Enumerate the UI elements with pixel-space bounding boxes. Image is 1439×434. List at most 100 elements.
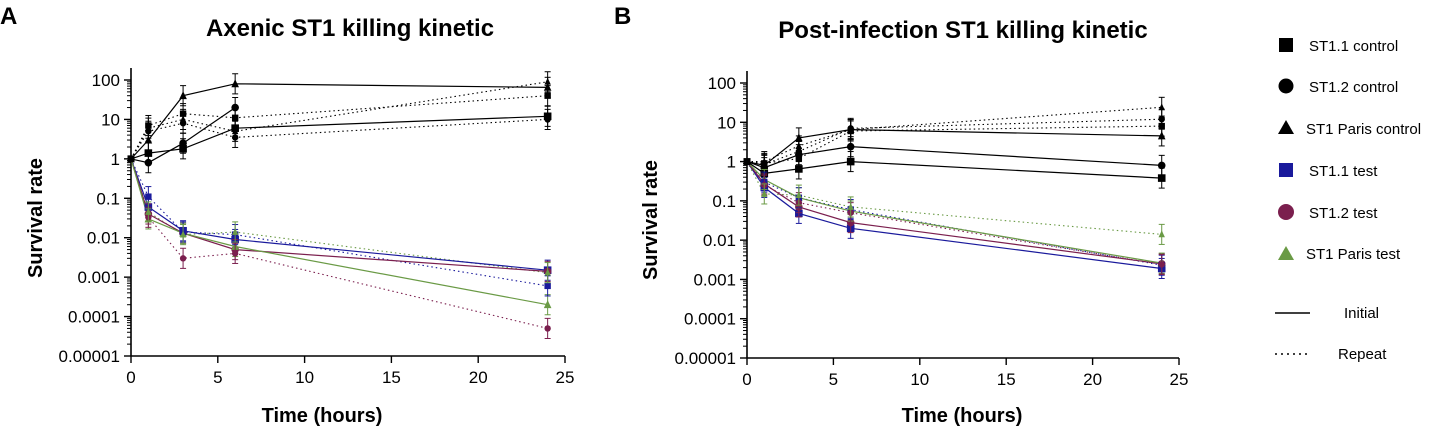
y-tick-label-b: 0.001 — [693, 270, 736, 289]
x-tick-label-b: 25 — [1170, 370, 1189, 389]
legend: ST1.1 control ST1.2 control ST1 Paris co… — [1275, 38, 1421, 363]
legend-item-st1-2-control: ST1.2 control — [1278, 78, 1398, 96]
x-tick-label-a: 20 — [469, 368, 488, 387]
y-tick-label-a: 0.0001 — [68, 308, 120, 327]
x-tick-label-b: 20 — [1083, 370, 1102, 389]
chart-title-a: Axenic ST1 killing kinetic — [206, 15, 494, 42]
x-tick-label-a: 10 — [295, 368, 314, 387]
y-tick-label-a: 100 — [92, 71, 120, 90]
series-line-st1-paris-test-initial-b — [746, 161, 1162, 264]
series-line-st1-2-control-repeat-b — [746, 118, 1162, 165]
data-point-st1-paris-control-initial-a — [231, 79, 239, 88]
legend-item-st1-paris-control: ST1 Paris control — [1278, 120, 1421, 138]
data-point-st1-2-test-repeat-a — [179, 255, 187, 262]
y-tick-label-a: 0.001 — [77, 268, 120, 287]
panel-letter-a: A — [0, 3, 17, 30]
y-axis-label-b: Survival rate — [640, 160, 662, 280]
legend-triangle-marker — [1278, 246, 1294, 260]
x-axis-label-a: Time (hours) — [262, 405, 383, 427]
series-line-st1-1-test-repeat-b — [746, 161, 1162, 266]
series-line-st1-1-test-initial-a — [130, 158, 548, 271]
data-point-st1-paris-test-repeat-b — [847, 202, 854, 210]
y-tick-label-b: 0.00001 — [675, 349, 736, 368]
x-tick-label-a: 0 — [126, 368, 135, 387]
data-point-st1-1-control-repeat-a — [544, 92, 551, 99]
data-point-st1-paris-control-initial-a — [179, 91, 187, 100]
legend-label: ST1.2 control — [1309, 79, 1398, 96]
data-point-st1-paris-control-repeat-b — [1158, 103, 1165, 111]
x-axis-label-b: Time (hours) — [902, 405, 1023, 427]
series-line-st1-2-control-initial-a — [130, 107, 236, 164]
legend-label: ST1 Paris control — [1306, 121, 1421, 138]
y-tick-label-a: 0.00001 — [59, 347, 120, 366]
series-line-st1-2-test-initial-b — [746, 161, 1162, 265]
y-tick-label-b: 0.01 — [703, 231, 736, 250]
data-point-st1-paris-control-repeat-a — [145, 124, 152, 132]
data-point-st1-paris-test-repeat-a — [544, 268, 551, 276]
legend-label: Repeat — [1338, 346, 1387, 363]
legend-label: Initial — [1344, 305, 1379, 322]
y-tick-label-b: 100 — [708, 74, 736, 93]
y-tick-label-b: 0.1 — [712, 192, 736, 211]
series-line-st1-paris-test-repeat-a — [130, 158, 548, 274]
y-axis-label-a: Survival rate — [25, 158, 47, 278]
series-line-st1-paris-control-repeat-a — [130, 81, 548, 160]
legend-item-st1-1-test: ST1.1 test — [1279, 163, 1378, 180]
x-tick-label-a: 5 — [213, 368, 222, 387]
data-point-st1-2-control-initial-b — [846, 142, 855, 151]
x-tick-label-b: 10 — [910, 370, 929, 389]
legend-square-marker — [1279, 38, 1293, 52]
data-point-st1-paris-test-repeat-b — [795, 191, 803, 198]
legend-square-marker — [1279, 163, 1293, 177]
data-point-st1-paris-test-repeat-a — [145, 207, 152, 215]
series-line-st1-1-control-initial-a — [130, 115, 548, 160]
data-point-st1-paris-control-repeat-b — [761, 157, 768, 165]
legend-item-st1-paris-test: ST1 Paris test — [1278, 246, 1401, 263]
data-point-st1-2-control-repeat-a — [544, 116, 551, 123]
y-tick-label-a: 1 — [111, 150, 120, 169]
legend-circle-marker — [1278, 204, 1294, 220]
data-point-st1-paris-test-initial-a — [543, 300, 552, 309]
data-point-st1-paris-control-repeat-a — [179, 115, 187, 123]
data-point-st1-1-test-repeat-a — [145, 193, 152, 200]
y-tick-label-b: 1 — [727, 153, 736, 172]
data-point-st1-paris-control-repeat-a — [544, 77, 551, 85]
data-point-st1-2-control-initial-b — [1157, 161, 1166, 170]
data-point-st1-paris-test-repeat-b — [761, 189, 768, 197]
data-point-st1-paris-control-repeat-b — [847, 125, 854, 133]
x-tick-label-b: 0 — [742, 370, 751, 389]
series-line-st1-paris-test-repeat-b — [746, 161, 1162, 235]
y-tick-label-a: 10 — [101, 110, 120, 129]
x-tick-label-a: 25 — [556, 368, 575, 387]
y-tick-label-b: 10 — [717, 113, 736, 132]
series-line-st1-paris-control-initial-b — [746, 128, 1162, 167]
series-line-st1-2-test-repeat-a — [130, 158, 548, 329]
data-point-st1-2-test-repeat-a — [231, 250, 239, 257]
panel-b: B Post-infection ST1 killing kinetic Tim… — [614, 3, 1188, 427]
legend-label: ST1.1 test — [1309, 163, 1378, 180]
series-line-st1-1-control-initial-b — [746, 160, 1162, 179]
legend-item-repeat: Repeat — [1275, 346, 1387, 363]
y-tick-label-a: 0.01 — [87, 229, 120, 248]
plot-area-a: 0.00001 0.0001 0.001 0.01 0.1 1 10 100 0 5 10 15 20 2… — [59, 68, 575, 387]
legend-label: ST1 Paris test — [1306, 246, 1401, 263]
plot-area-b: 0.00001 0.0001 0.001 0.01 0.1 1 10 100 0 5 10 15 20 2… — [675, 71, 1189, 389]
y-tick-label-b: 0.0001 — [684, 310, 736, 329]
data-point-st1-paris-test-repeat-a — [231, 227, 239, 235]
series-line-st1-2-test-initial-a — [130, 158, 548, 272]
data-point-st1-2-control-initial-a — [144, 158, 153, 167]
x-tick-label-b: 5 — [829, 370, 838, 389]
series-line-st1-2-control-initial-b — [746, 145, 1162, 169]
origin-point-b — [743, 158, 751, 166]
legend-triangle-marker — [1278, 120, 1294, 134]
panel-letter-b: B — [614, 3, 631, 30]
series-line-st1-2-test-repeat-b — [746, 161, 1162, 266]
data-point-st1-paris-control-repeat-a — [231, 127, 239, 135]
legend-item-st1-1-control: ST1.1 control — [1279, 38, 1398, 55]
data-point-st1-2-test-repeat-a — [544, 325, 551, 332]
chart-title-b: Post-infection ST1 killing kinetic — [778, 17, 1147, 44]
origin-point-a — [127, 155, 135, 163]
x-tick-label-a: 15 — [382, 368, 401, 387]
data-point-st1-1-control-initial-b — [1157, 174, 1166, 182]
